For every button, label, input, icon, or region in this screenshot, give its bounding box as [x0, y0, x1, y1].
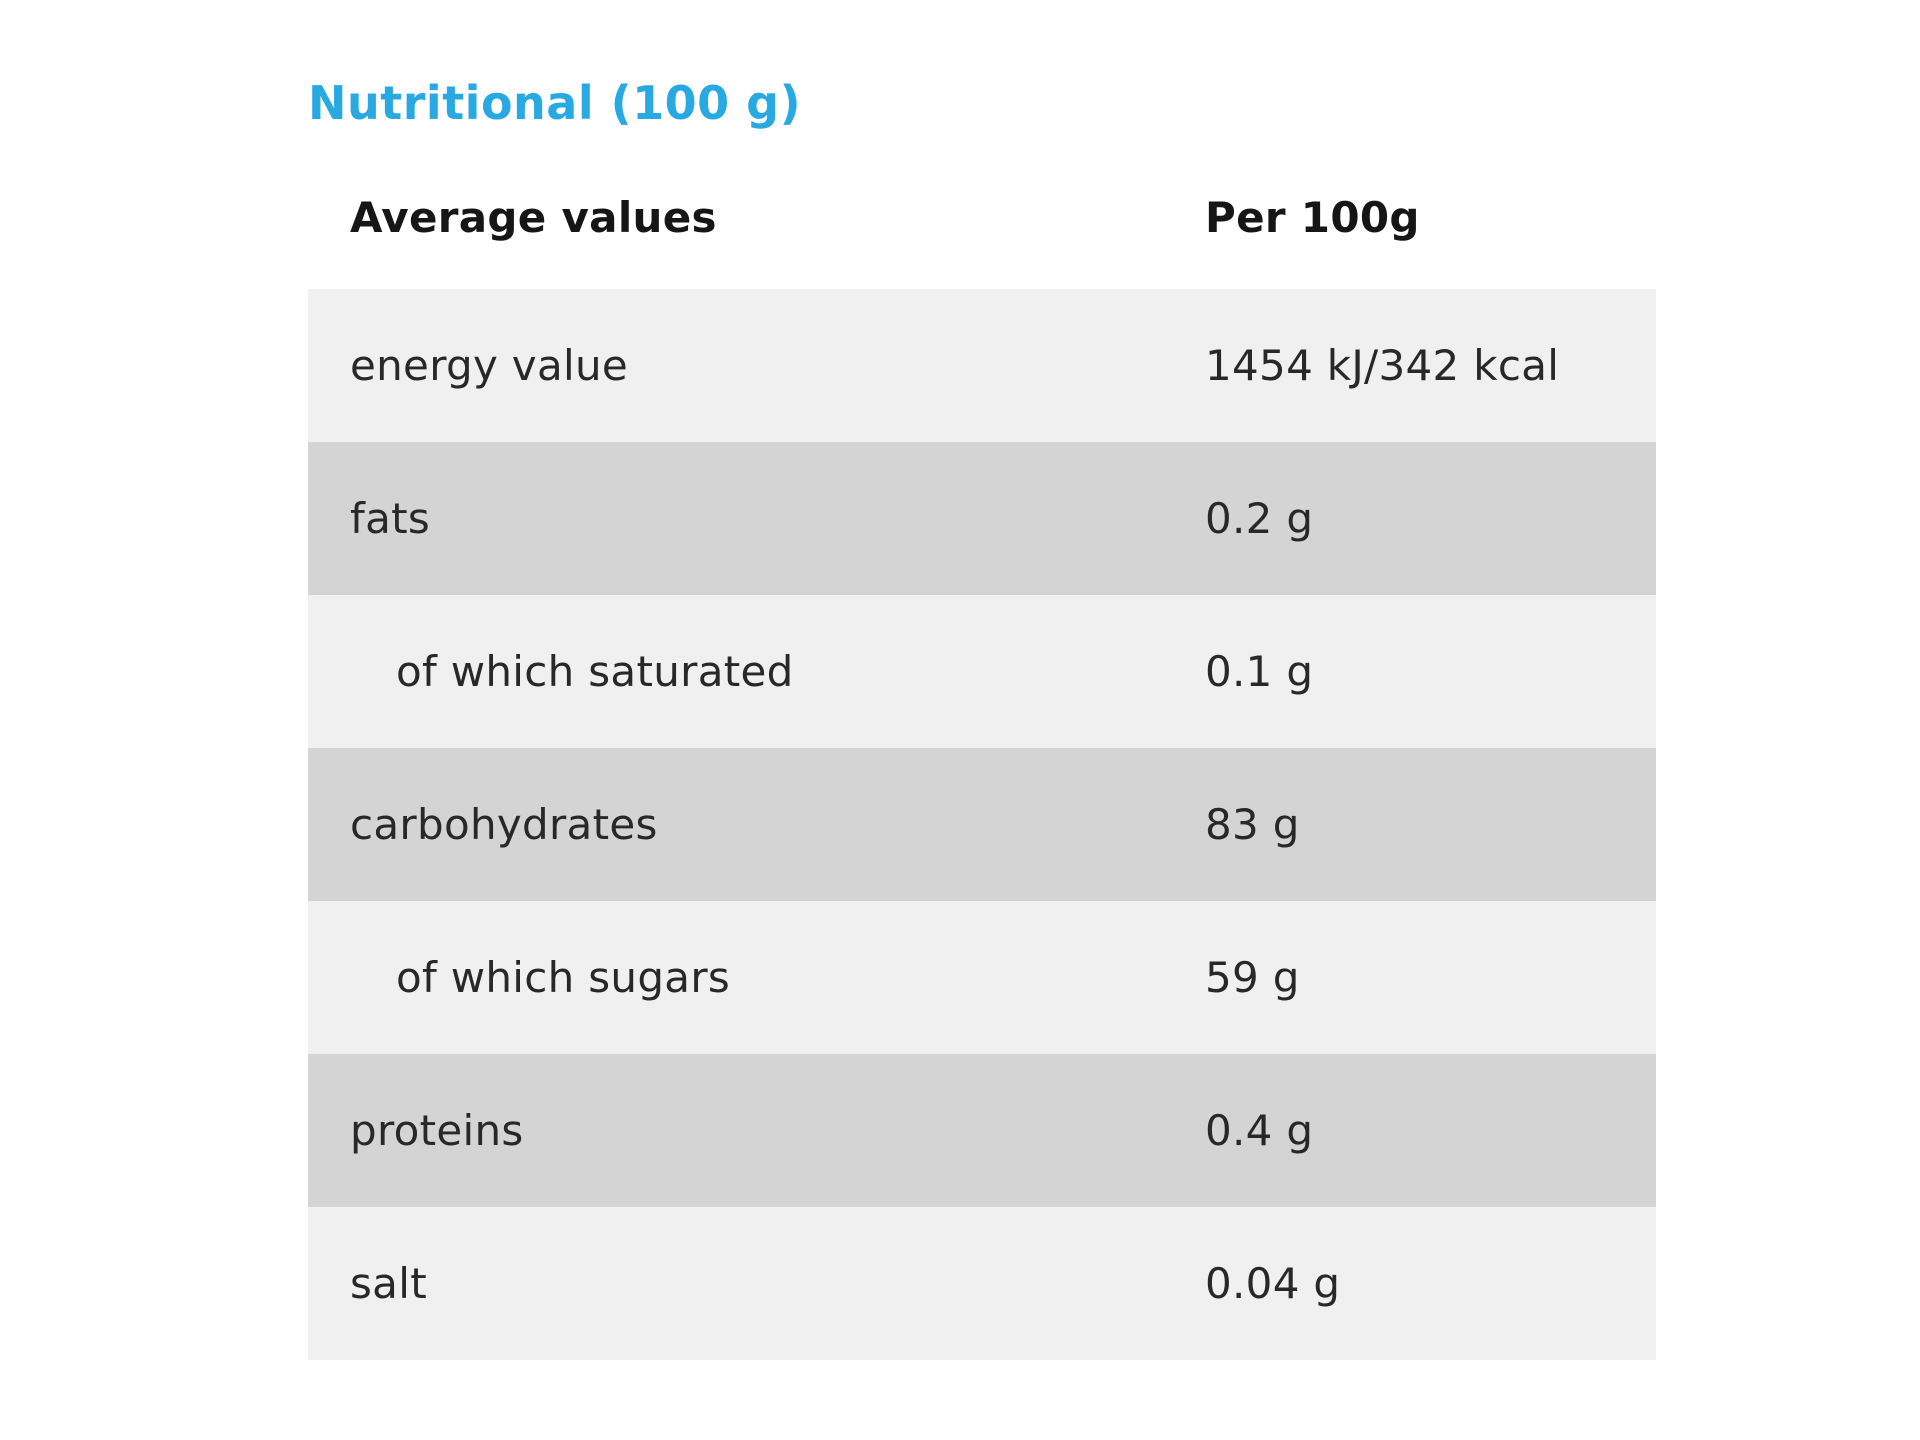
row-label: carbohydrates: [350, 800, 658, 849]
page-title: Nutritional (100 g): [308, 76, 802, 130]
table-row-proteins: proteins 0.4 g: [308, 1054, 1656, 1207]
row-value: 0.04 g: [1205, 1259, 1341, 1308]
row-value: 0.2 g: [1205, 494, 1314, 543]
table-row-fats: fats 0.2 g: [308, 442, 1656, 595]
row-label: fats: [350, 494, 431, 543]
row-value: 83 g: [1205, 800, 1300, 849]
table-row-salt: salt 0.04 g: [308, 1207, 1656, 1360]
table-row-carbohydrates: carbohydrates 83 g: [308, 748, 1656, 901]
nutrition-table: energy value 1454 kJ/342 kcal fats 0.2 g…: [308, 289, 1656, 1360]
row-value: 59 g: [1205, 953, 1300, 1002]
table-header: Average values Per 100g: [308, 184, 1656, 250]
table-row-energy-value: energy value 1454 kJ/342 kcal: [308, 289, 1656, 442]
row-label: energy value: [350, 341, 629, 390]
column-header-per-100g: Per 100g: [1205, 192, 1420, 242]
row-label: proteins: [350, 1106, 524, 1155]
row-value: 0.1 g: [1205, 647, 1314, 696]
row-label: of which saturated: [396, 647, 794, 696]
column-header-average-values: Average values: [350, 192, 717, 242]
row-value: 1454 kJ/342 kcal: [1205, 341, 1560, 390]
row-label: of which sugars: [396, 953, 731, 1002]
table-row-of-which-sugars: of which sugars 59 g: [308, 901, 1656, 1054]
row-label: salt: [350, 1259, 427, 1308]
row-value: 0.4 g: [1205, 1106, 1314, 1155]
table-row-of-which-saturated: of which saturated 0.1 g: [308, 595, 1656, 748]
